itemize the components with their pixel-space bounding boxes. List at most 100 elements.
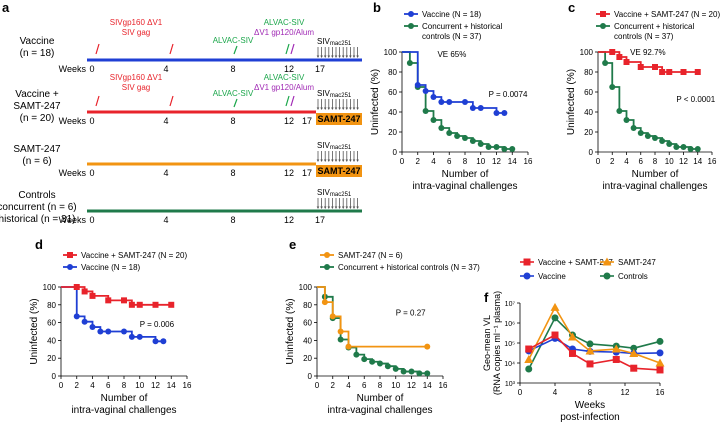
data-point [414, 82, 421, 88]
x-tick-label: 8 [463, 157, 468, 166]
week-tick: 12 [284, 116, 294, 126]
x-axis-label: Number of [357, 393, 404, 404]
data-point [73, 313, 80, 320]
samt-box-label: SAMT-247 [317, 114, 360, 124]
y-tick-label: 20 [584, 128, 593, 137]
syringe-icon [233, 45, 238, 55]
syringe-icon [95, 43, 100, 55]
y-tick-label: 10⁷ [505, 301, 516, 308]
prime-label: SIVgp160 ΔV1 [110, 18, 163, 27]
annotation: VE 92.7% [630, 48, 666, 57]
legend-label: Vaccine + SAMT-247 (N = 20) [81, 251, 187, 260]
data-point [694, 69, 701, 75]
week-tick: 0 [89, 116, 94, 126]
x-tick-label: 16 [439, 381, 448, 390]
legend-label: controls (N = 37) [614, 32, 674, 41]
legend-marker [600, 11, 606, 17]
data-point [655, 358, 665, 367]
challenge-arrow-head [345, 206, 349, 209]
data-point [406, 60, 413, 66]
legend-label: Vaccine [538, 272, 566, 281]
data-point [568, 332, 577, 341]
weeks-label: Weeks [59, 168, 87, 178]
data-point [666, 69, 673, 75]
data-point [377, 360, 383, 367]
data-point [97, 328, 104, 335]
challenge-arrow-head [331, 107, 334, 110]
samt-box [316, 165, 362, 177]
data-point [524, 354, 534, 363]
challenge-arrow-head [356, 107, 359, 110]
challenge-arrow-head [316, 55, 320, 58]
y-tick-label: 100 [580, 48, 594, 57]
x-tick-label: 12 [621, 388, 630, 397]
data-point [422, 88, 429, 94]
x-tick-label: 2 [610, 157, 615, 166]
x-tick-label: 4 [90, 381, 95, 390]
syringe-icon [95, 95, 100, 107]
weeks-label: Weeks [59, 64, 87, 74]
data-point [128, 301, 135, 308]
data-point [551, 314, 559, 322]
week-tick: 17 [302, 116, 312, 126]
panel-d-chart: d 0 2 4 6 8 10 12 14 16 0 20 40 60 80 100 Number ofintra… [29, 237, 192, 416]
challenge-arrow-head [349, 107, 352, 110]
x-tick-label: 10 [135, 381, 144, 390]
annotation: P = 0.006 [140, 320, 175, 329]
data-point [609, 84, 616, 90]
syringe-icon [285, 95, 290, 107]
y-tick-label: 100 [43, 283, 57, 292]
syringe-icon [290, 43, 295, 55]
challenge-arrow-head [331, 159, 334, 162]
x-axis-label: intra-vaginal challenges [602, 181, 707, 192]
x-tick-label: 6 [447, 157, 452, 166]
x-axis-label: intra-vaginal challenges [412, 181, 517, 192]
challenge-arrow-head [327, 55, 331, 58]
legend-label: Concurrent + historical controls (N = 37… [338, 263, 480, 272]
syringe-icon [169, 95, 174, 107]
challenge-label: SIVmac251 [317, 141, 352, 151]
x-axis-label: post-infection [560, 412, 619, 423]
annotation: P = 0.27 [396, 308, 426, 317]
week-tick: 12 [284, 64, 294, 74]
weeks-label: Weeks [59, 215, 87, 225]
challenge-label: SIVmac251 [317, 37, 352, 47]
data-point [430, 117, 437, 123]
x-tick-label: 10 [476, 157, 485, 166]
panel-label: e [289, 237, 296, 252]
data-point [585, 346, 595, 355]
challenge-arrow-head [349, 55, 352, 58]
challenge-arrows [316, 47, 359, 58]
challenge-arrow-head [327, 206, 331, 209]
x-axis-label: Number of [101, 393, 148, 404]
y-axis-label: Geo-mean VL [482, 315, 492, 371]
data-point [128, 333, 135, 340]
data-point [462, 99, 468, 105]
x-tick-label: 14 [167, 381, 176, 390]
legend-marker [324, 252, 330, 258]
data-point [629, 348, 639, 357]
data-point [603, 272, 611, 280]
x-tick-label: 4 [346, 381, 351, 390]
week-tick: 17 [315, 64, 325, 74]
challenge-arrow-head [327, 107, 331, 110]
challenge-arrow-head [338, 159, 341, 162]
challenge-arrow-head [320, 206, 323, 209]
boost-label: ΔV1 gp120/Alum [254, 83, 314, 92]
legend-label: Vaccine + SAMT-247 [538, 258, 613, 267]
legend-label: Vaccine (N = 18) [81, 263, 141, 272]
data-point [81, 318, 88, 325]
prime-label: SIVgp160 ΔV1 [110, 73, 163, 82]
syringe-icon [233, 98, 238, 108]
data-point [656, 337, 664, 345]
y-tick-label: 10⁵ [504, 341, 515, 348]
x-tick-label: 2 [416, 157, 421, 166]
challenge-label: SIVmac251 [317, 188, 352, 198]
data-point [345, 343, 352, 350]
x-tick-label: 10 [665, 157, 674, 166]
data-point [121, 297, 127, 304]
x-tick-label: 14 [423, 381, 432, 390]
group-n: (n = 6) [22, 156, 51, 167]
week-tick: 4 [163, 215, 168, 225]
